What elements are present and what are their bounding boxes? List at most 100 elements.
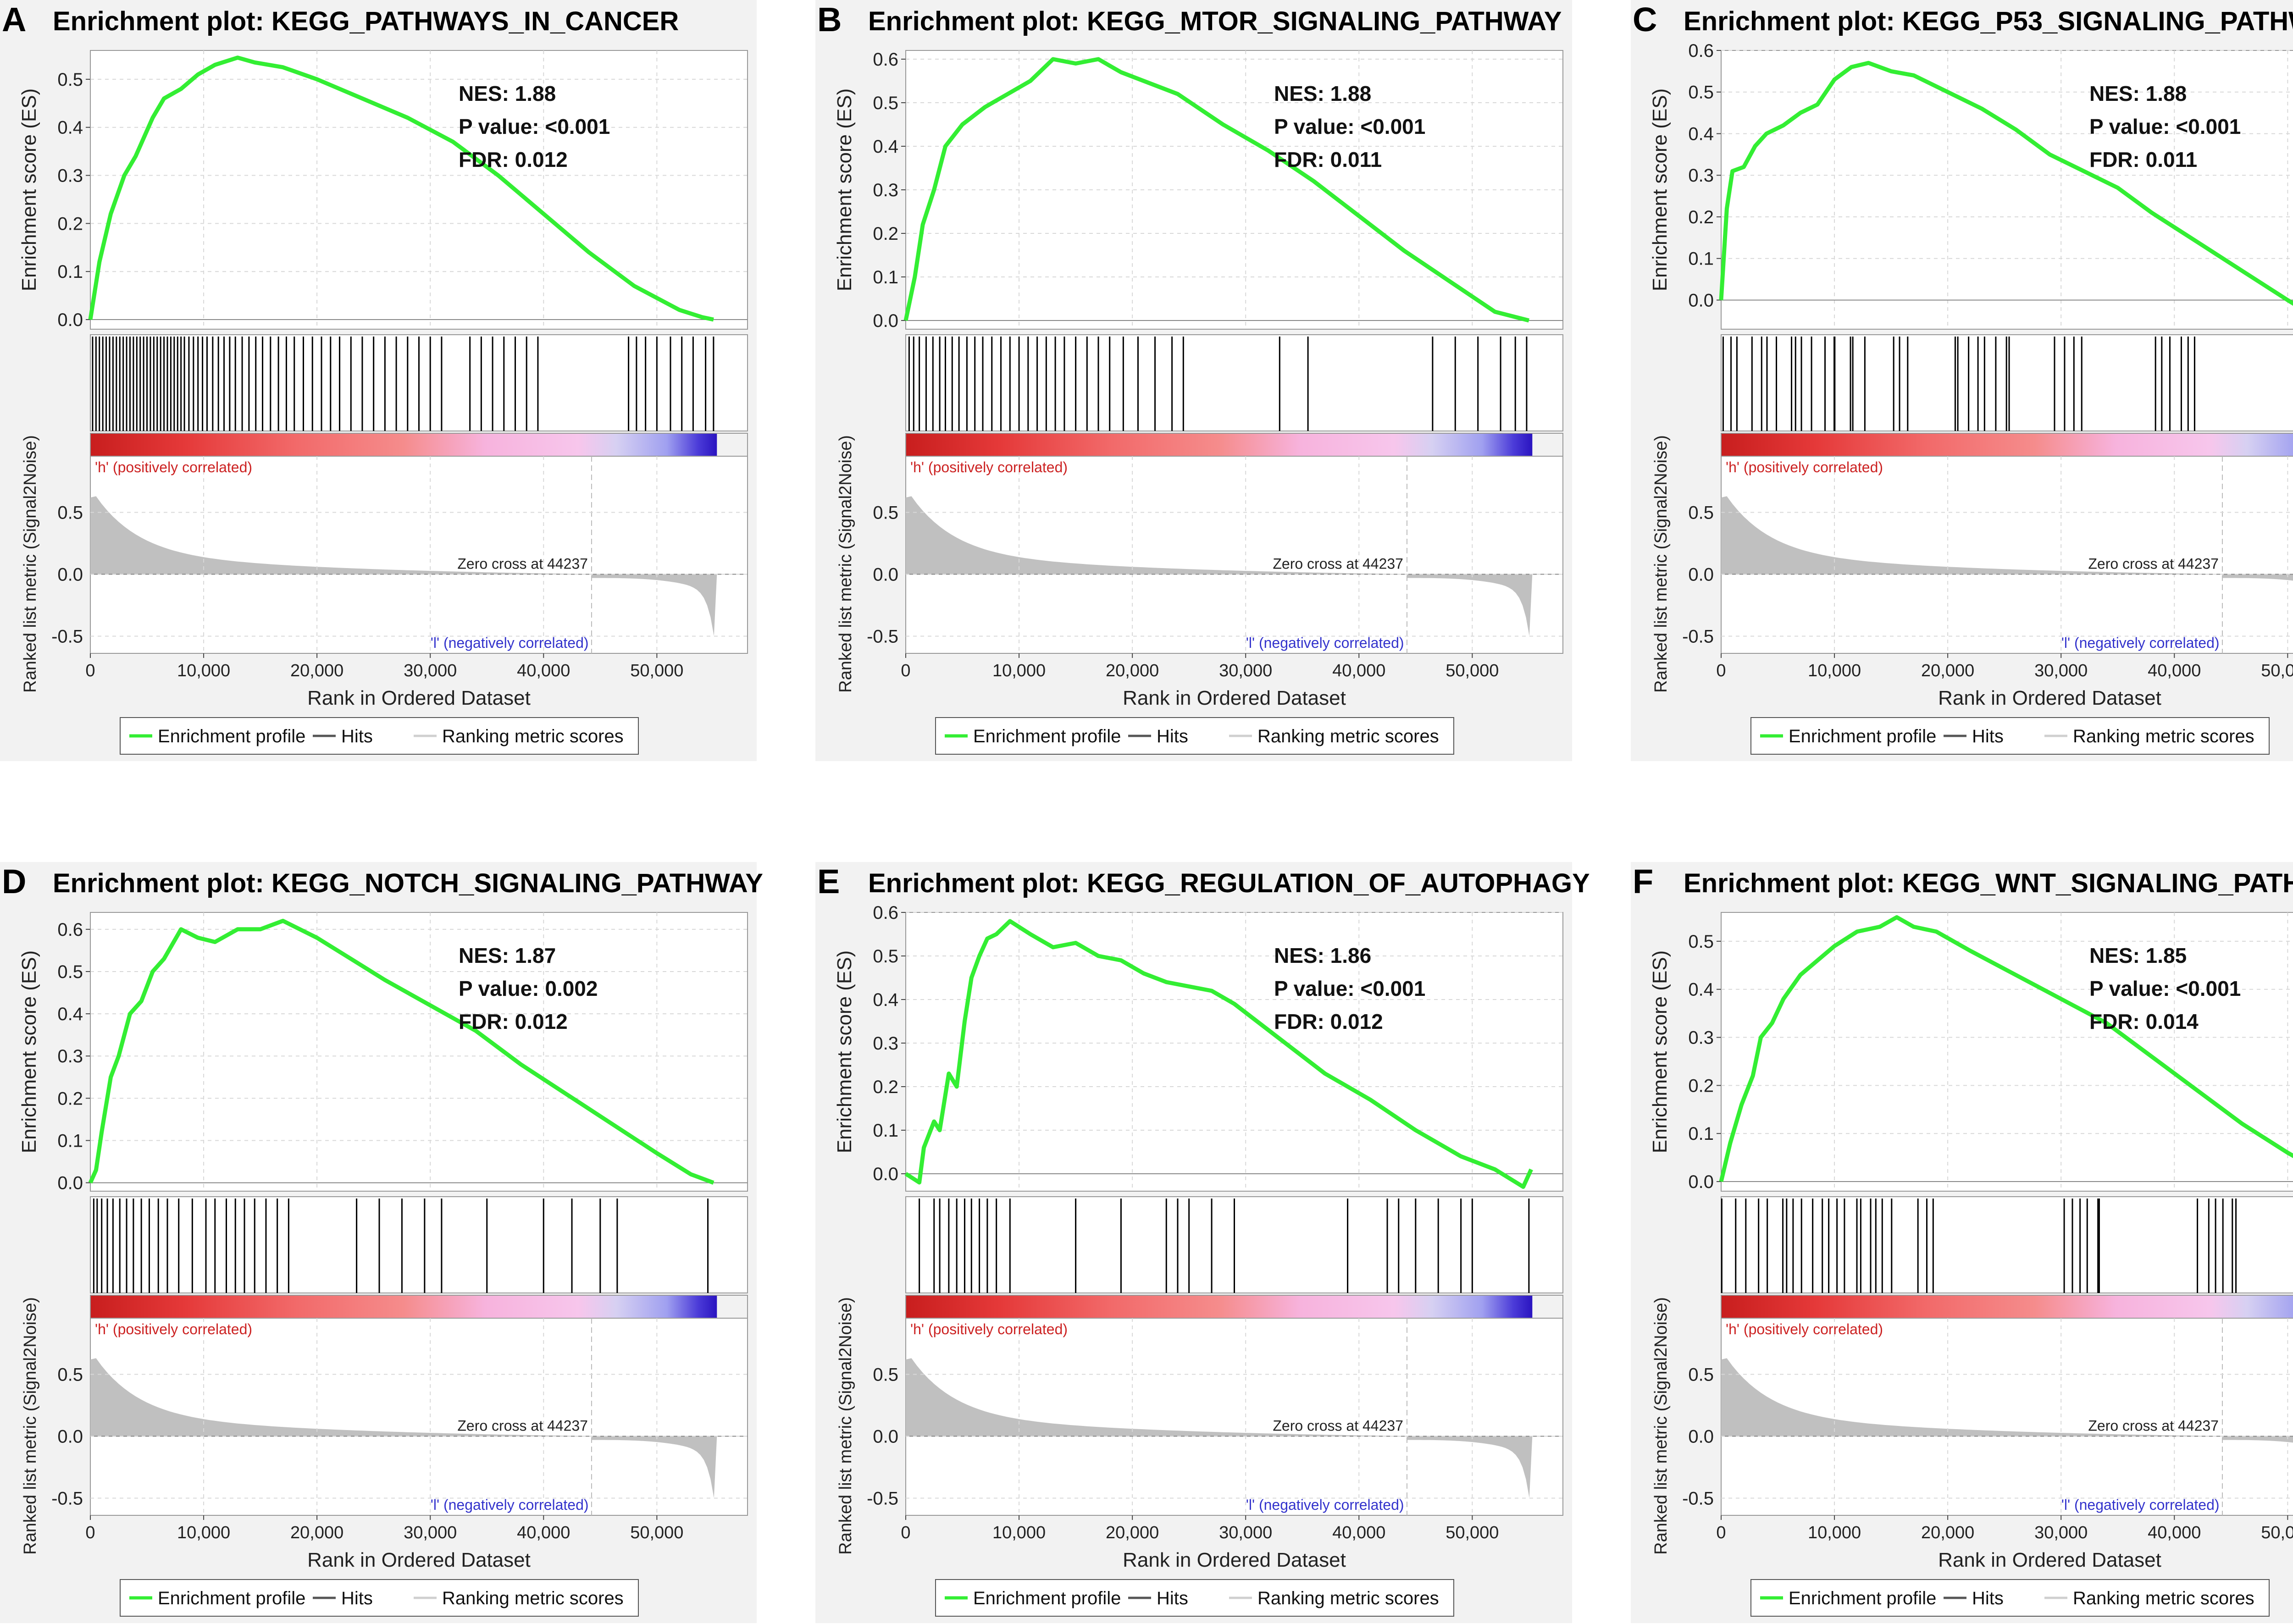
metric-ytick-label: 0.5	[1688, 503, 1714, 523]
metric-ytick-label: -0.5	[51, 1489, 83, 1509]
metric-ytick-label: -0.5	[867, 627, 898, 647]
legend-metric-label: Ranking metric scores	[2073, 1588, 2254, 1608]
es-ytick-label: 0.0	[873, 1164, 898, 1184]
es-ytick-label: 0.2	[1688, 207, 1714, 227]
metric-ytick-label: 0.0	[1688, 1427, 1714, 1447]
es-ytick-label: 0.6	[1688, 41, 1714, 61]
xtick-label: 0	[85, 1523, 95, 1542]
xtick-label: 50,000	[630, 1523, 683, 1542]
metric-ytick-label: 0.5	[57, 1365, 83, 1385]
panel-A: A Enrichment plot: KEGG_PATHWAYS_IN_CANCE…	[0, 0, 757, 761]
fdr-value: FDR: 0.011	[1274, 148, 1382, 171]
xtick-label: 40,000	[2148, 661, 2201, 680]
nes-value: NES: 1.88	[2089, 82, 2187, 105]
metric-ylabel: Ranked list metric (Signal2Noise)	[21, 1297, 40, 1555]
xtick-label: 40,000	[1332, 1523, 1385, 1542]
chart-title: Enrichment plot: KEGG_REGULATION_OF_AUTO…	[868, 868, 1590, 898]
xtick-label: 30,000	[1219, 1523, 1272, 1542]
fdr-value: FDR: 0.012	[459, 148, 568, 171]
ranked-gradient-band	[1721, 433, 2293, 456]
panel-letter: F	[1633, 862, 1653, 900]
xtick-label: 20,000	[1921, 1523, 1974, 1542]
metric-ytick-label: 0.5	[1688, 1365, 1714, 1385]
es-plot-area	[90, 50, 748, 330]
legend-hits-label: Hits	[1157, 726, 1188, 746]
fdr-value: FDR: 0.012	[459, 1010, 568, 1033]
es-ylabel: Enrichment score (ES)	[18, 950, 40, 1154]
zero-cross-label: Zero cross at 44237	[457, 1418, 588, 1434]
metric-plot-area	[905, 1318, 1563, 1516]
xtick-label: 50,000	[1446, 1523, 1499, 1542]
nes-value: NES: 1.88	[459, 82, 556, 105]
xtick-label: 40,000	[1332, 661, 1385, 680]
es-ytick-label: 0.4	[873, 990, 898, 1010]
xtick-label: 0	[1716, 661, 1726, 680]
fdr-value: FDR: 0.014	[2089, 1010, 2199, 1033]
es-plot-area	[905, 912, 1563, 1192]
es-ylabel: Enrichment score (ES)	[18, 88, 40, 292]
metric-negative-area	[1407, 574, 1533, 636]
xtick-label: 20,000	[1921, 661, 1974, 680]
fdr-value: FDR: 0.012	[1274, 1010, 1383, 1033]
legend-enrichment-label: Enrichment profile	[973, 1588, 1121, 1608]
xtick-label: 0	[901, 661, 910, 680]
legend	[935, 1579, 1454, 1617]
xtick-label: 0	[1716, 1523, 1726, 1542]
metric-ylabel: Ranked list metric (Signal2Noise)	[836, 435, 855, 693]
metric-negative-area	[591, 1436, 717, 1498]
legend-hits-label: Hits	[341, 1588, 373, 1608]
es-ytick-label: 0.2	[873, 1077, 898, 1097]
xtick-label: 30,000	[404, 1523, 457, 1542]
es-ytick-label: 0.3	[873, 180, 898, 200]
metric-ytick-label: 0.0	[57, 1427, 83, 1447]
es-ylabel: Enrichment score (ES)	[1649, 950, 1671, 1154]
metric-ylabel: Ranked list metric (Signal2Noise)	[1651, 1297, 1671, 1555]
legend-hits-label: Hits	[1972, 726, 2004, 746]
zero-cross-label: Zero cross at 44237	[457, 556, 588, 572]
chart-title: Enrichment plot: KEGG_PATHWAYS_IN_CANCER	[53, 6, 679, 36]
positive-correlation-label: 'h' (positively correlated)	[910, 459, 1068, 475]
es-ylabel: Enrichment score (ES)	[1649, 88, 1671, 292]
metric-ytick-label: 0.0	[57, 565, 83, 585]
x-axis-label: Rank in Ordered Dataset	[1123, 687, 1346, 709]
metric-ytick-label: 0.0	[873, 1427, 898, 1447]
legend-enrichment-label: Enrichment profile	[973, 726, 1121, 746]
xtick-label: 20,000	[290, 1523, 343, 1542]
es-plot-area	[1721, 912, 2293, 1192]
metric-plot-area	[905, 456, 1563, 654]
legend-metric-label: Ranking metric scores	[2073, 726, 2254, 746]
negative-correlation-label: 'l' (negatively correlated)	[431, 635, 589, 651]
es-ylabel: Enrichment score (ES)	[833, 950, 856, 1154]
es-ytick-label: 0.1	[873, 1121, 898, 1141]
panel-B: B Enrichment plot: KEGG_MTOR_SIGNALING_PA…	[815, 0, 1572, 761]
ranked-gradient-band	[1721, 1295, 2293, 1318]
legend-metric-label: Ranking metric scores	[1257, 726, 1439, 746]
negative-correlation-label: 'l' (negatively correlated)	[2061, 635, 2220, 651]
x-axis-label: Rank in Ordered Dataset	[1123, 1549, 1346, 1571]
pvalue-value: P value: <0.001	[1274, 115, 1425, 138]
xtick-label: 10,000	[177, 661, 230, 680]
es-ytick-label: 0.5	[57, 70, 83, 90]
es-ytick-label: 0.3	[57, 1046, 83, 1066]
es-ytick-label: 0.2	[873, 224, 898, 244]
ranked-gradient-band	[90, 1295, 717, 1318]
panel-letter: D	[2, 862, 26, 900]
negative-correlation-label: 'l' (negatively correlated)	[1246, 635, 1404, 651]
es-plot-area	[1721, 50, 2293, 330]
pvalue-value: P value: <0.001	[1274, 977, 1425, 1000]
panel-D: D Enrichment plot: KEGG_NOTCH_SIGNALING_P…	[0, 862, 763, 1623]
chart-title: Enrichment plot: KEGG_WNT_SIGNALING_PATH…	[1684, 868, 2293, 898]
enrichment-profile-line	[903, 57, 1530, 323]
metric-positive-area	[1721, 496, 2222, 574]
es-ytick-label: 0.0	[57, 1173, 83, 1193]
metric-ylabel: Ranked list metric (Signal2Noise)	[1651, 435, 1671, 693]
metric-negative-area	[2222, 574, 2293, 581]
pvalue-value: P value: <0.001	[459, 115, 610, 138]
negative-correlation-label: 'l' (negatively correlated)	[1246, 1497, 1404, 1513]
legend-metric-label: Ranking metric scores	[442, 726, 624, 746]
panel-letter: C	[1633, 0, 1657, 39]
panel-letter: A	[2, 0, 26, 39]
es-ytick-label: 0.3	[1688, 1028, 1714, 1048]
es-ylabel: Enrichment score (ES)	[833, 88, 856, 292]
panel-E: E Enrichment plot: KEGG_REGULATION_OF_AUT…	[815, 862, 1590, 1623]
